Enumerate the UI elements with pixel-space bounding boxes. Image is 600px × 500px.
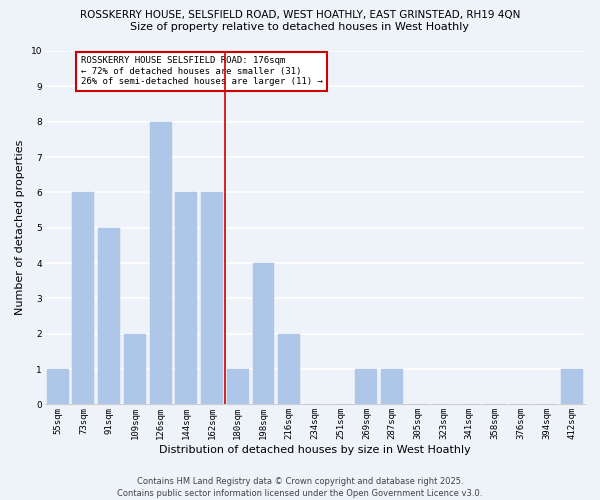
Bar: [73, 192, 94, 404]
Bar: [47, 369, 68, 404]
Y-axis label: Number of detached properties: Number of detached properties: [15, 140, 25, 316]
Text: ROSSKERRY HOUSE SELSFIELD ROAD: 176sqm
← 72% of detached houses are smaller (31): ROSSKERRY HOUSE SELSFIELD ROAD: 176sqm ←…: [81, 56, 323, 86]
Bar: [381, 369, 403, 404]
X-axis label: Distribution of detached houses by size in West Hoathly: Distribution of detached houses by size …: [159, 445, 471, 455]
Text: ROSSKERRY HOUSE, SELSFIELD ROAD, WEST HOATHLY, EAST GRINSTEAD, RH19 4QN: ROSSKERRY HOUSE, SELSFIELD ROAD, WEST HO…: [80, 10, 520, 20]
Bar: [175, 192, 197, 404]
Bar: [149, 122, 172, 405]
Bar: [278, 334, 300, 404]
Bar: [561, 369, 583, 404]
Bar: [355, 369, 377, 404]
Bar: [253, 263, 274, 404]
Bar: [98, 228, 120, 404]
Bar: [227, 369, 248, 404]
Bar: [124, 334, 146, 404]
Text: Contains HM Land Registry data © Crown copyright and database right 2025.
Contai: Contains HM Land Registry data © Crown c…: [118, 476, 482, 498]
Text: Size of property relative to detached houses in West Hoathly: Size of property relative to detached ho…: [131, 22, 470, 32]
Bar: [201, 192, 223, 404]
